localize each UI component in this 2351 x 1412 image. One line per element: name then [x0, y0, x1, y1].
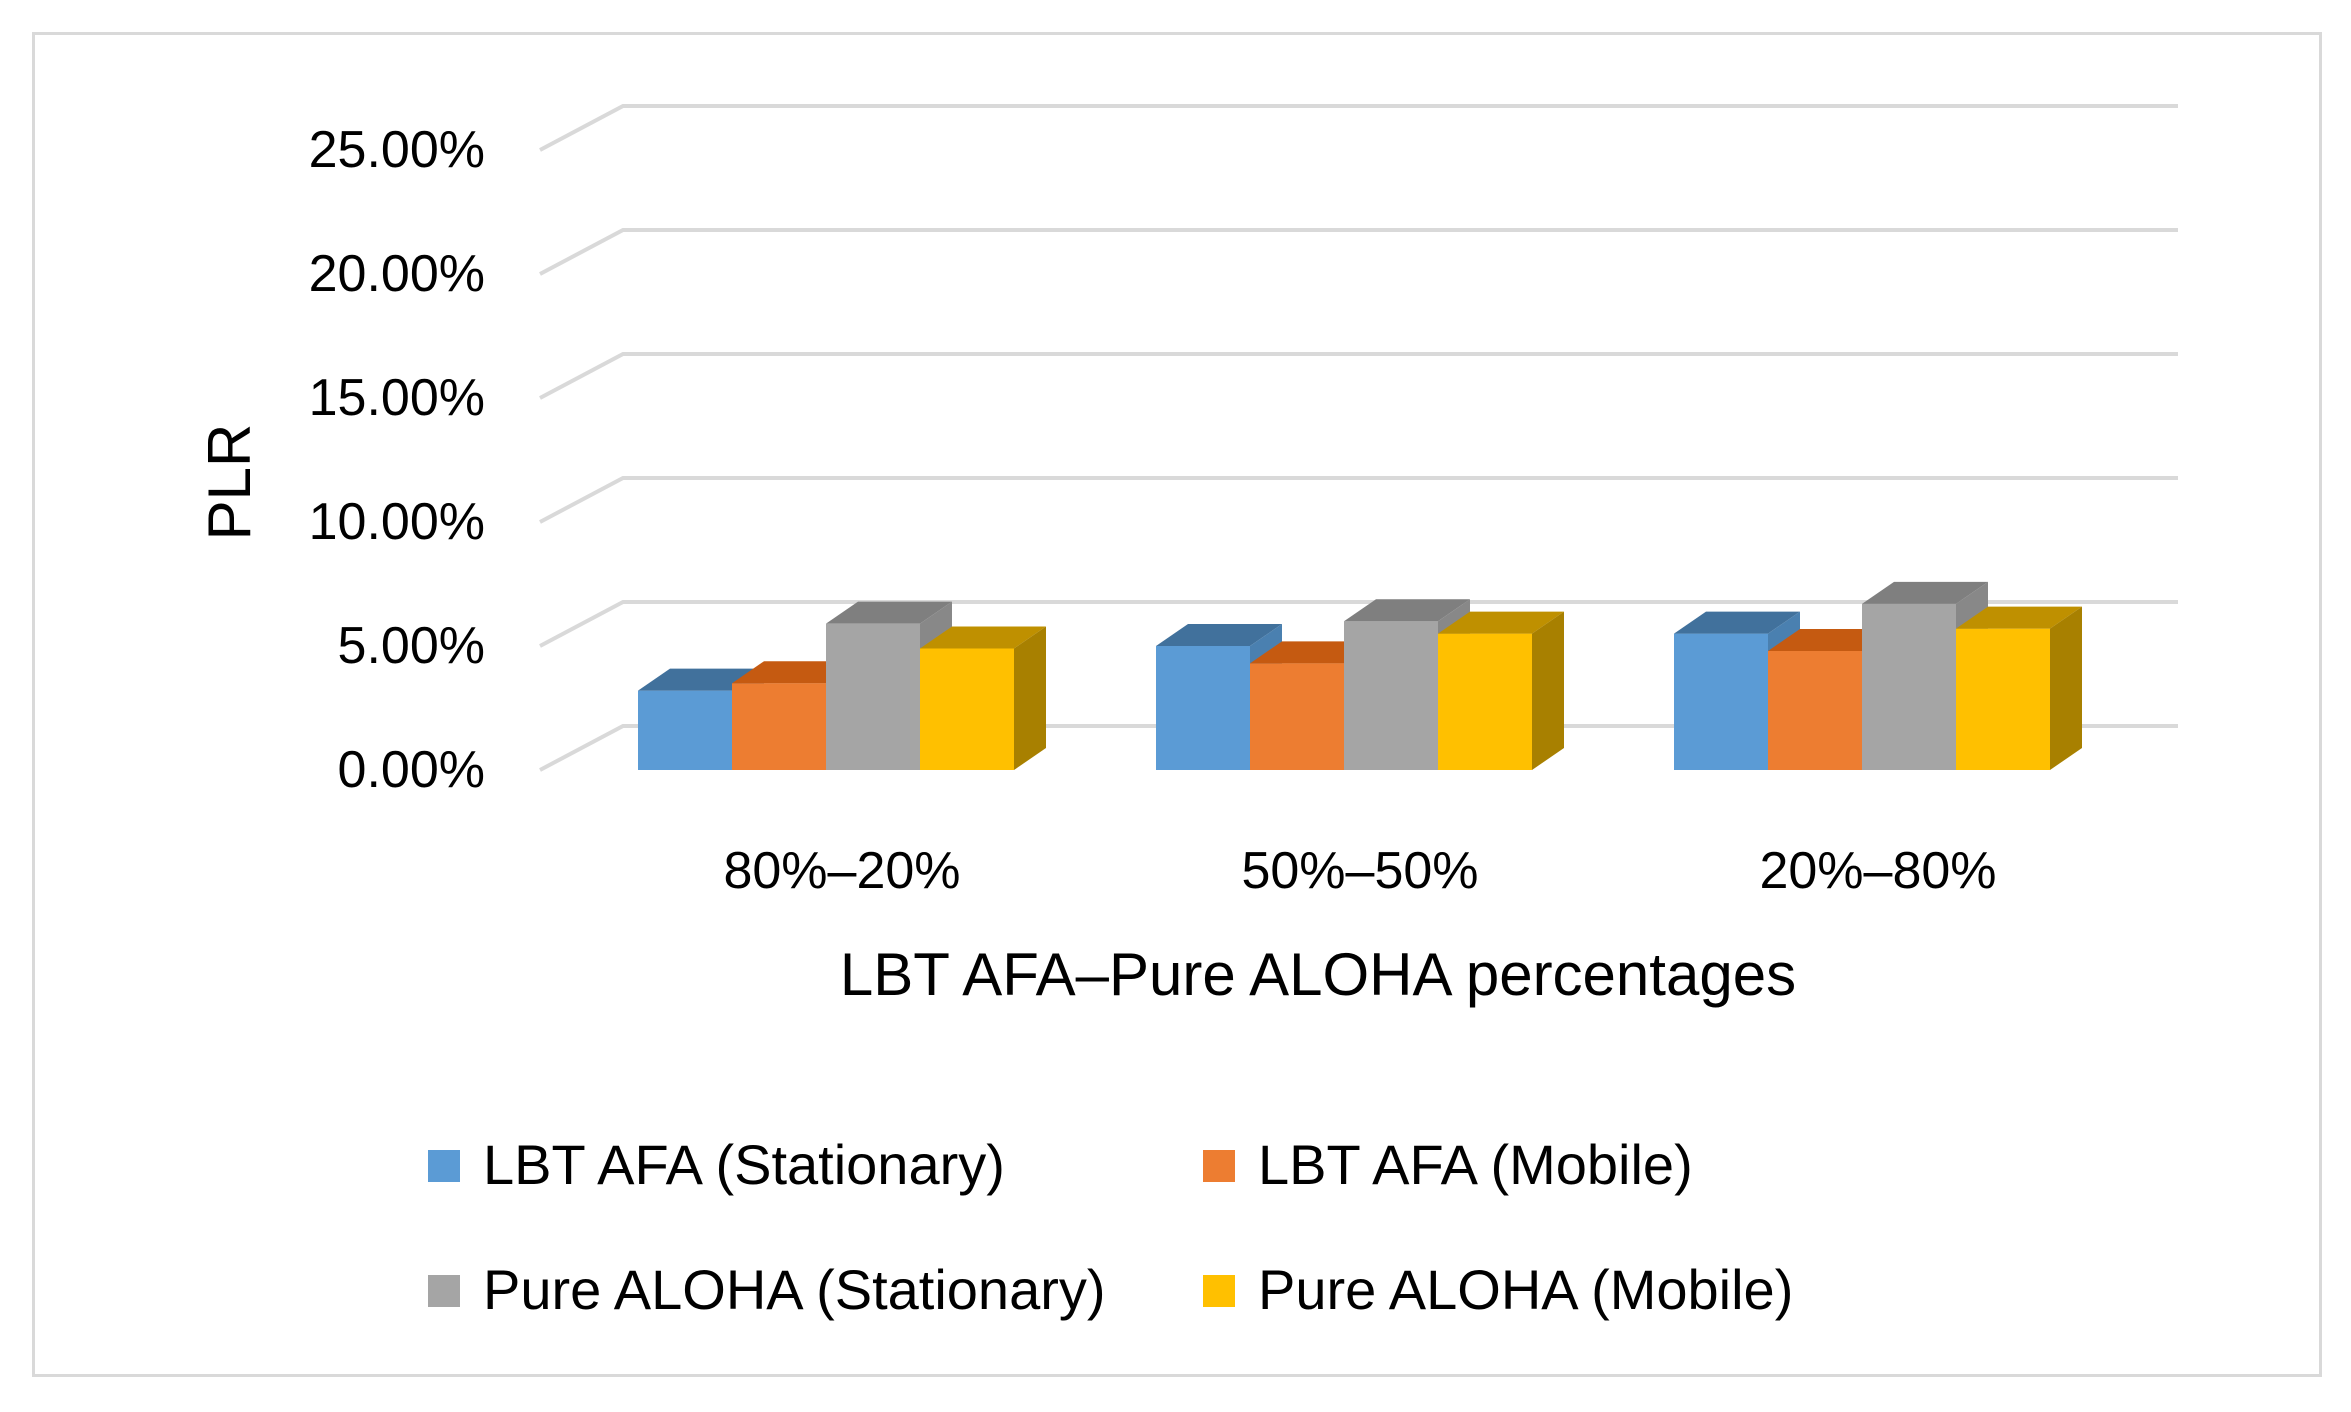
legend-item: Pure ALOHA (Stationary)	[428, 1258, 1106, 1321]
y-axis-title: PLR	[196, 424, 263, 541]
bar-front	[638, 690, 732, 770]
bar-top	[1438, 611, 1564, 634]
bar-top	[1156, 624, 1282, 646]
bar-side	[1014, 626, 1046, 770]
legend-label: Pure ALOHA (Stationary)	[483, 1258, 1106, 1321]
legend-label: LBT AFA (Mobile)	[1258, 1133, 1693, 1196]
gridline	[539, 228, 2178, 276]
bar-top	[920, 626, 1046, 649]
gridline	[539, 600, 2178, 648]
legend-item: Pure ALOHA (Mobile)	[1203, 1258, 1793, 1321]
legend-label: LBT AFA (Stationary)	[483, 1133, 1005, 1196]
bar-side	[1532, 611, 1564, 770]
bar-top	[1956, 606, 2082, 629]
bar-front	[1768, 650, 1862, 770]
legend-item: LBT AFA (Stationary)	[428, 1133, 1005, 1196]
gridline	[539, 724, 2178, 772]
y-tick-label: 0.00%	[338, 741, 485, 799]
y-tick-labels: 0.00% 5.00% 10.00% 15.00% 20.00% 25.00%	[309, 121, 485, 799]
bar-front	[826, 623, 920, 770]
gridline	[539, 104, 2178, 152]
bar	[1956, 606, 2082, 770]
bar	[920, 626, 1046, 770]
bar-front	[732, 683, 826, 770]
x-axis-title: LBT AFA–Pure ALOHA percentages	[840, 941, 1796, 1008]
legend-swatch	[428, 1275, 460, 1307]
bar-front	[1344, 621, 1438, 770]
bars	[638, 581, 2082, 770]
bar-top	[826, 601, 952, 624]
bar	[1438, 611, 1564, 770]
legend-swatch	[1203, 1150, 1235, 1182]
x-tick-label: 50%–50%	[1241, 842, 1478, 900]
bar-front	[1250, 663, 1344, 770]
legend: LBT AFA (Stationary) LBT AFA (Mobile) Pure…	[428, 1133, 1793, 1321]
bar-front	[1156, 646, 1250, 770]
bar-top	[1862, 581, 1988, 604]
bar-front	[1956, 628, 2050, 770]
bar-side	[2050, 606, 2082, 770]
y-tick-label: 10.00%	[309, 493, 485, 551]
x-tick-label: 20%–80%	[1759, 842, 1996, 900]
x-tick-label: 80%–20%	[723, 842, 960, 900]
bar-front	[1438, 633, 1532, 770]
y-tick-label: 15.00%	[309, 369, 485, 427]
bar-top	[1674, 611, 1800, 634]
y-tick-label: 25.00%	[309, 121, 485, 179]
legend-swatch	[428, 1150, 460, 1182]
legend-label: Pure ALOHA (Mobile)	[1258, 1258, 1793, 1321]
bar-front	[1862, 603, 1956, 770]
gridline	[539, 476, 2178, 524]
y-tick-label: 5.00%	[338, 617, 485, 675]
gridlines	[539, 104, 2178, 772]
legend-swatch	[1203, 1275, 1235, 1307]
gridline	[539, 352, 2178, 400]
y-tick-label: 20.00%	[309, 245, 485, 303]
x-tick-labels: 80%–20% 50%–50% 20%–80%	[723, 842, 1996, 900]
legend-item: LBT AFA (Mobile)	[1203, 1133, 1693, 1196]
bar-top	[1344, 599, 1470, 622]
bar-front	[1674, 633, 1768, 770]
bar-front	[920, 648, 1014, 770]
